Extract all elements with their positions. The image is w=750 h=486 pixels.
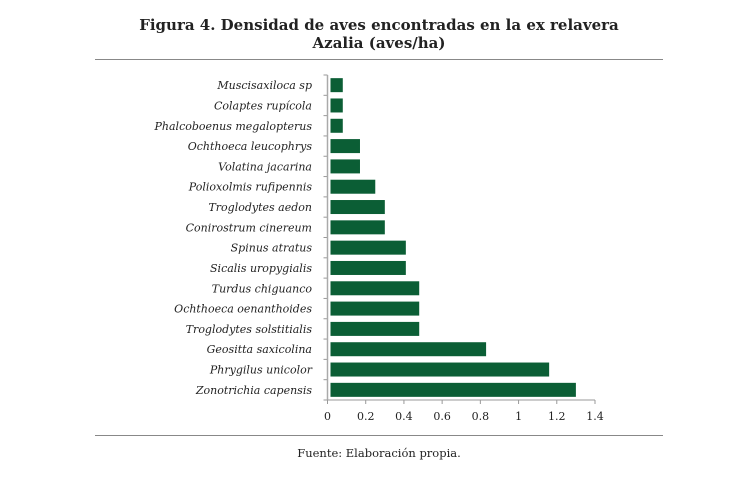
x-axis-labels: 0 0.2 0.4 0.6 0.8 1 1.2 1.4	[324, 410, 604, 423]
y-tick-label: Volatina jacarina	[218, 160, 312, 173]
y-tick-label: Geositta saxicolina	[207, 343, 312, 356]
bar-11	[330, 301, 420, 316]
bars-group	[330, 78, 576, 397]
bar-4	[330, 159, 360, 174]
x-tick-label: 1.4	[586, 410, 604, 423]
y-tick-label: Turdus chiguanco	[212, 282, 313, 295]
bar-8	[330, 240, 406, 255]
y-tick-label: Troglodytes aedon	[208, 201, 312, 214]
bar-10	[330, 281, 420, 296]
x-tick-label: 0.2	[357, 410, 375, 423]
y-tick-label: Phrygilus unicolor	[209, 364, 313, 377]
bar-2	[330, 118, 343, 133]
x-tick-label: 1	[515, 410, 522, 423]
bar-3	[330, 139, 360, 154]
chart-title-line-2: Azalia (aves/ha)	[312, 34, 446, 52]
x-tick-label: 1.2	[548, 410, 566, 423]
bar-7	[330, 220, 385, 235]
x-tick-label: 0.4	[395, 410, 413, 423]
y-tick-label: Spinus atratus	[231, 242, 313, 255]
bottom-rule	[95, 435, 663, 436]
y-tick-label: Colaptes rupícola	[214, 99, 312, 112]
chart-title-line-1: Figura 4. Densidad de aves encontradas e…	[139, 16, 619, 34]
y-tick-label: Ochthoeca oenanthoides	[174, 303, 312, 316]
bar-15	[330, 382, 576, 397]
y-tick-label: Muscisaxiloca sp	[216, 79, 312, 92]
y-tick-label: Polioxolmis rufipennis	[188, 181, 313, 194]
x-tick-label: 0.8	[472, 410, 490, 423]
y-tick-label: Conirostrum cinereum	[186, 221, 312, 234]
bar-9	[330, 260, 406, 275]
y-axis-labels: Muscisaxiloca sp Colaptes rupícola Phalcob…	[154, 79, 313, 397]
y-tick-label: Troglodytes solstitialis	[186, 323, 313, 336]
bar-0	[330, 78, 343, 93]
bar-6	[330, 200, 385, 215]
top-rule	[95, 59, 663, 60]
y-tick-label: Zonotrichia capensis	[195, 384, 313, 397]
bar-13	[330, 342, 487, 357]
bar-14	[330, 362, 550, 377]
bar-1	[330, 98, 343, 113]
x-tick-label: 0	[324, 410, 331, 423]
axes-group	[323, 74, 596, 404]
y-tick-label: Phalcoboenus megalopterus	[154, 120, 313, 133]
y-tick-label: Ochthoeca leucophrys	[188, 140, 313, 153]
bar-5	[330, 179, 376, 194]
chart-title: Figura 4. Densidad de aves encontradas e…	[95, 16, 663, 52]
x-tick-label: 0.6	[433, 410, 451, 423]
y-tick-label: Sicalis uropygialis	[210, 262, 312, 275]
source-note: Fuente: Elaboración propia.	[297, 446, 461, 460]
bar-12	[330, 321, 420, 336]
